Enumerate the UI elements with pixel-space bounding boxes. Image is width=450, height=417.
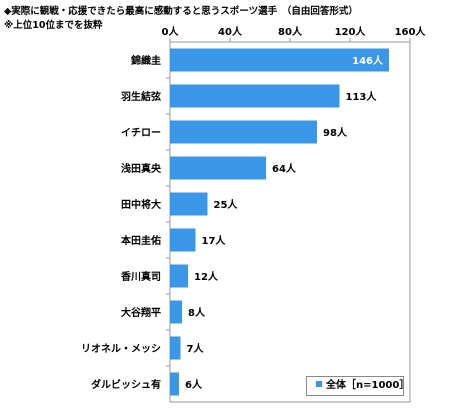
category-label: イチロー: [121, 127, 161, 139]
chart-legend: 全体［n=1000］: [306, 376, 409, 396]
bar: [170, 192, 208, 216]
legend-label: 全体［n=1000］: [326, 380, 410, 391]
value-label: 7人: [187, 342, 205, 355]
bar: [170, 336, 181, 360]
bar: [170, 156, 266, 180]
category-label: 錦織圭: [130, 54, 161, 67]
value-label: 8人: [188, 306, 206, 319]
bar: [170, 300, 182, 324]
category-label: リオネル・メッシ: [81, 343, 161, 355]
value-label: 25人: [214, 198, 239, 211]
bar: [170, 48, 389, 72]
bar: [170, 264, 188, 288]
value-label: 113人: [346, 90, 378, 103]
x-tick-label: 120人: [335, 25, 367, 38]
category-label: 香川真司: [121, 270, 161, 283]
bar: [170, 84, 340, 108]
value-label: 146人: [352, 54, 384, 67]
category-label: 大谷翔平: [121, 306, 161, 319]
legend-swatch: [316, 381, 322, 387]
bar: [170, 120, 317, 144]
value-label: 64人: [272, 162, 297, 175]
x-tick-label: 80人: [278, 25, 303, 38]
bar: [170, 228, 196, 252]
category-label: 浅田真央: [121, 162, 162, 175]
value-label: 6人: [185, 378, 203, 391]
value-label: 12人: [194, 270, 219, 283]
category-label: 田中将大: [121, 198, 161, 211]
value-label: 98人: [323, 126, 348, 139]
x-tick-label: 160人: [395, 25, 427, 38]
x-tick-label: 0人: [162, 25, 180, 38]
chart-subtitle: ※上位10位までを抜粋: [4, 20, 103, 31]
value-label: 17人: [202, 234, 227, 247]
chart-title: ◆実際に観戦・応援できたら最高に感動すると思うスポーツ選手 （自由回答形式）: [4, 6, 358, 17]
bar: [170, 372, 179, 396]
category-label: 羽生結弦: [121, 90, 161, 103]
x-tick-label: 40人: [218, 25, 243, 38]
category-label: 本田圭佑: [121, 234, 161, 247]
category-label: ダルビッシュ有: [91, 378, 161, 391]
